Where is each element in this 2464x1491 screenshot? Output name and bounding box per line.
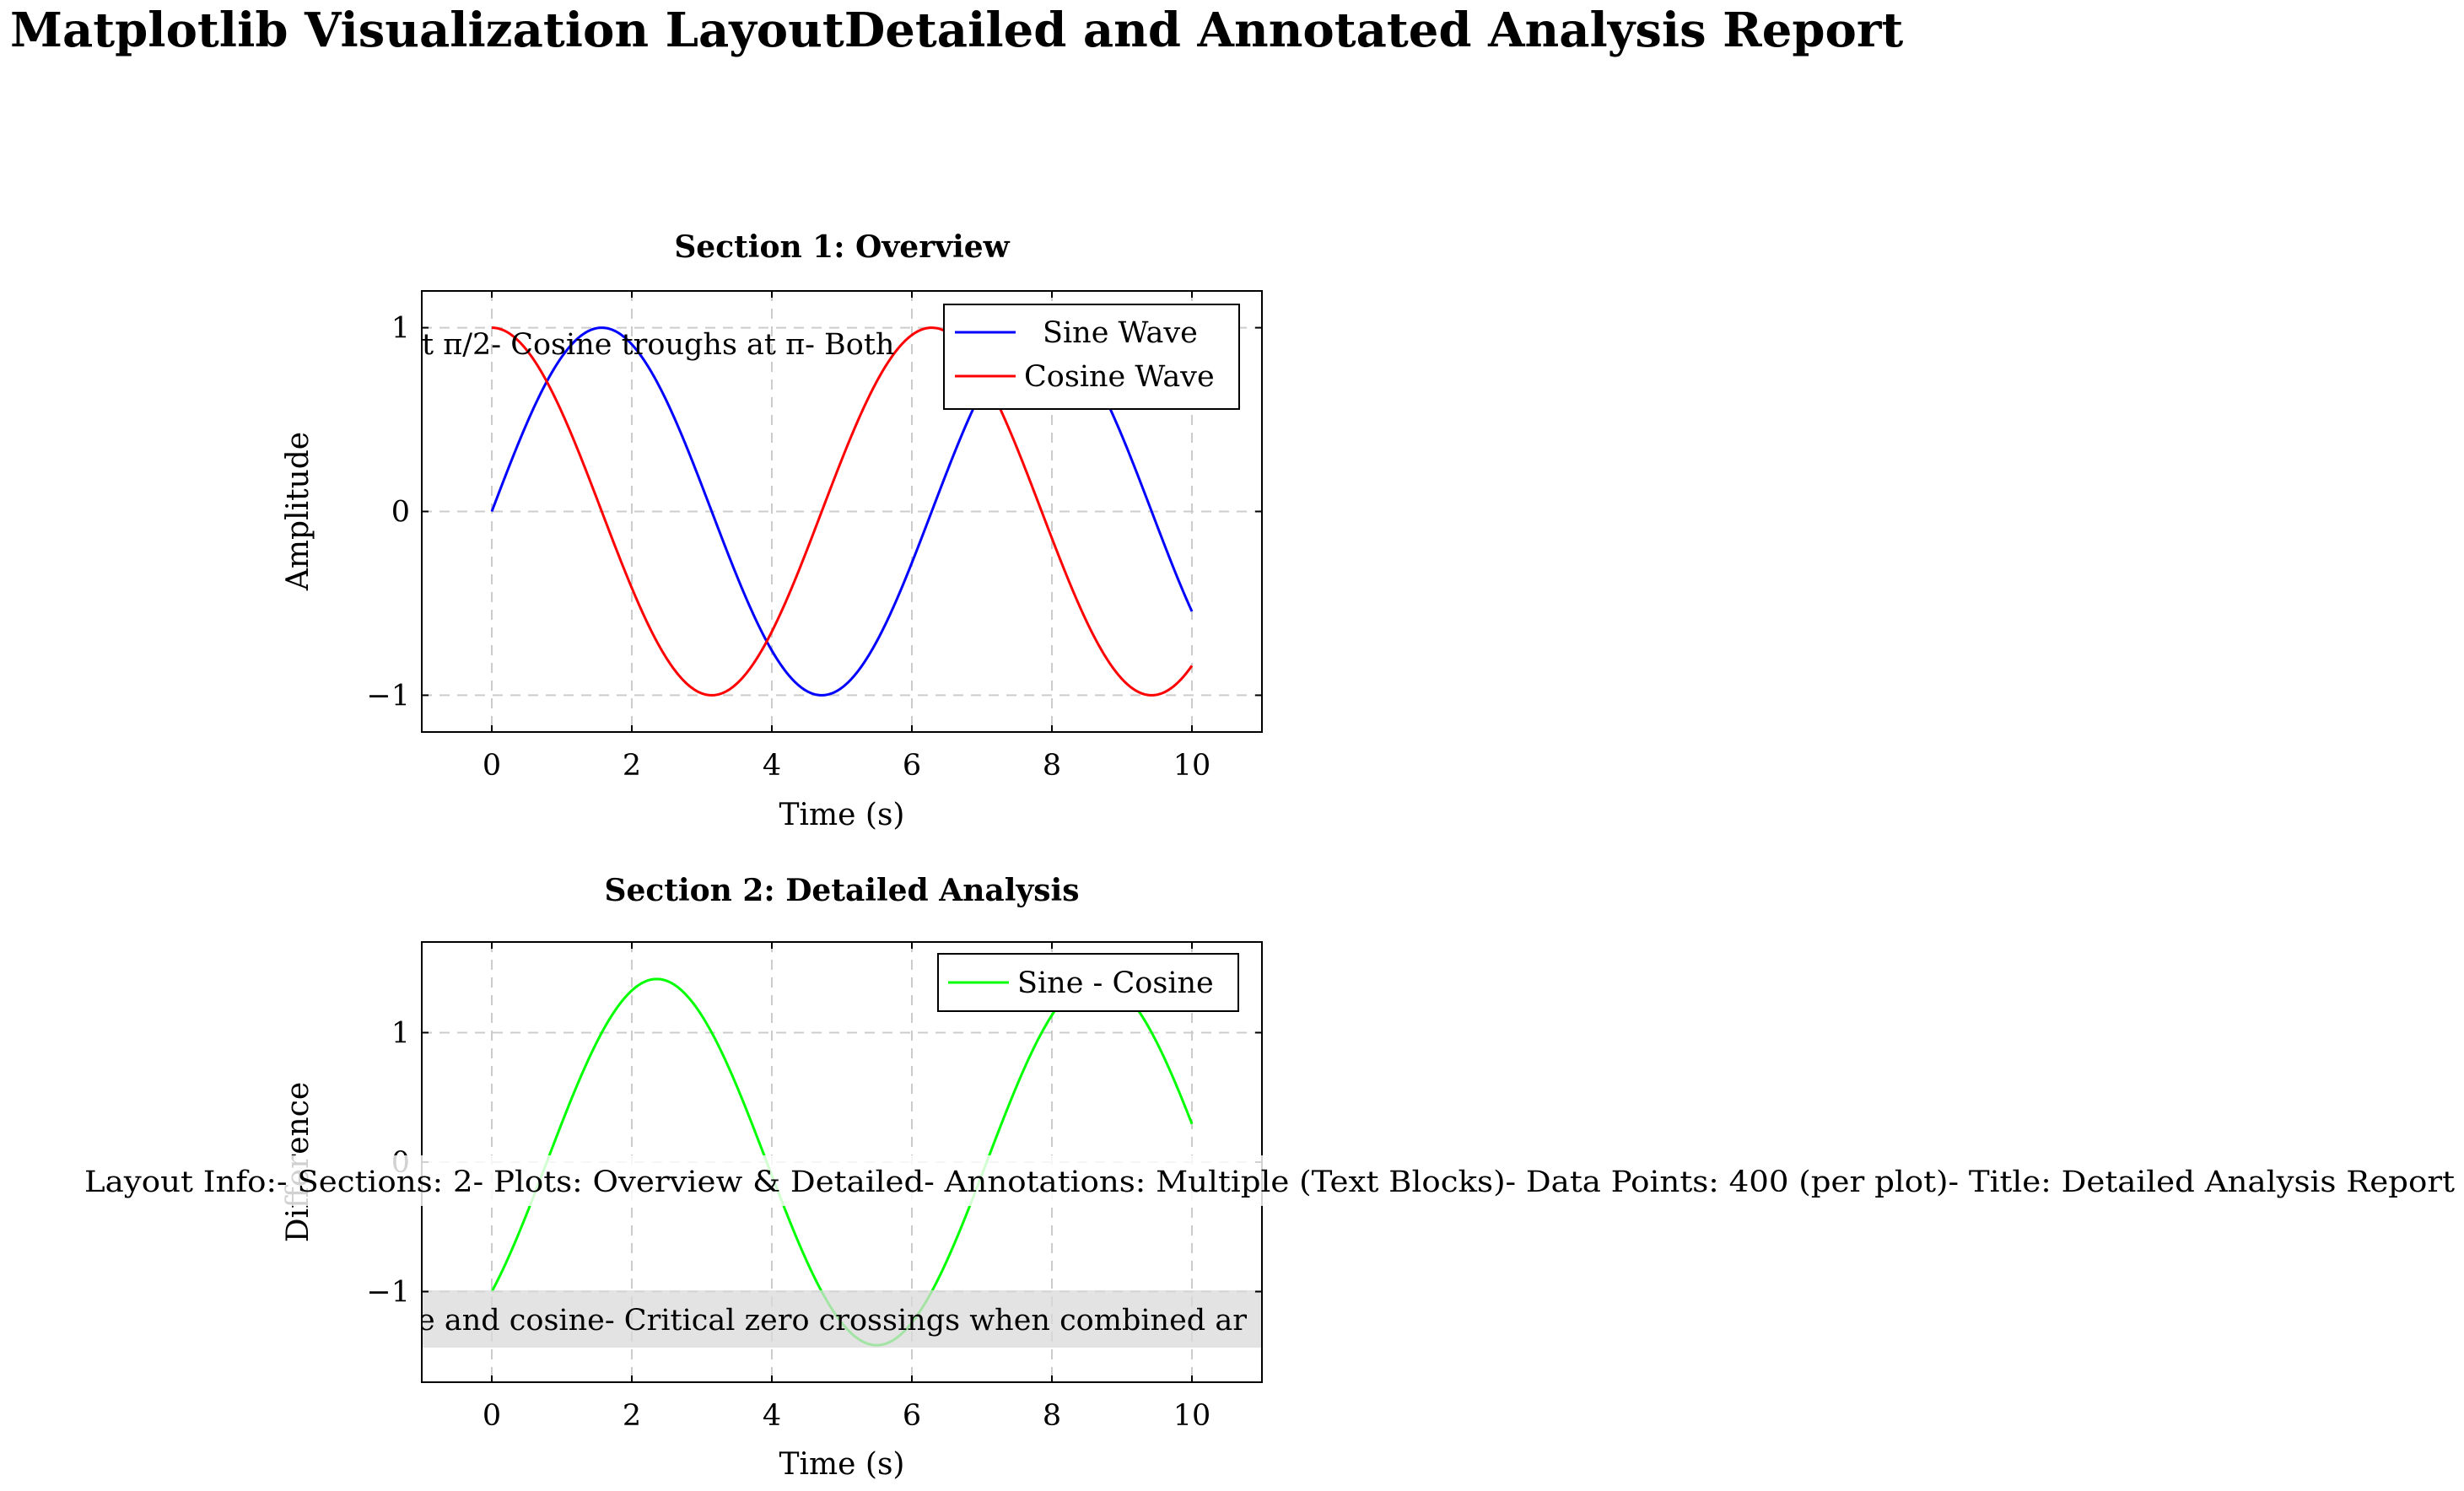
overview-x-tick-label: 4 — [763, 749, 781, 783]
overview-legend-label-sine: Sine Wave — [1043, 316, 1198, 350]
overview-annotation-text: t π/2- Cosine troughs at π- Both — [422, 328, 894, 362]
detail-legend: Sine - Cosine — [937, 953, 1239, 1012]
detail-annotation-text: e and cosine- Critical zero crossings wh… — [418, 1304, 1247, 1338]
overview-legend-label-cosine: Cosine Wave — [1024, 360, 1215, 394]
overview-series-line-1 — [491, 326, 1194, 697]
layout-info-block: Layout Info:- Sections: 2- Plots: Overvi… — [80, 1155, 2459, 1206]
overview-chart: Section 1: Overview t π/2- Cosine trough… — [281, 229, 1263, 832]
overview-x-tick-label: 10 — [1173, 749, 1211, 783]
detail-x-tick-label: 0 — [483, 1399, 501, 1433]
detail-x-tick-label: 6 — [903, 1399, 921, 1433]
detail-annotation-block: e and cosine- Critical zero crossings wh… — [418, 1290, 1262, 1348]
overview-x-tick-label: 6 — [903, 749, 921, 783]
detail-x-tick-label: 2 — [623, 1399, 641, 1433]
overview-y-tick-label: 1 — [391, 312, 410, 346]
page-title: Matplotlib Visualization LayoutDetailed … — [10, 3, 1904, 58]
overview-x-tick-label: 8 — [1043, 749, 1061, 783]
detail-x-tick-label: 4 — [763, 1399, 781, 1433]
overview-x-tick-label: 2 — [623, 749, 641, 783]
detail-chart-title: Section 2: Detailed Analysis — [605, 873, 1080, 908]
layout-info-background — [80, 1155, 2459, 1206]
overview-y-label: Amplitude — [281, 432, 315, 591]
detail-y-tick-label: −1 — [366, 1276, 410, 1310]
overview-x-label: Time (s) — [779, 798, 905, 832]
overview-annotation-block: t π/2- Cosine troughs at π- Both — [422, 328, 894, 362]
detail-x-tick-label: 8 — [1043, 1399, 1061, 1433]
layout-info-text: Layout Info:- Sections: 2- Plots: Overvi… — [84, 1165, 2455, 1199]
detail-y-tick-label: 1 — [391, 1016, 410, 1050]
overview-legend-box — [943, 304, 1240, 410]
overview-y-tick-label: −1 — [366, 679, 410, 713]
overview-ticks: 0 2 4 6 8 10 −1 0 1 — [366, 291, 1262, 783]
overview-y-tick-label: 0 — [391, 496, 410, 530]
overview-chart-title: Section 1: Overview — [674, 229, 1010, 265]
overview-legend: Sine Wave Cosine Wave — [943, 304, 1240, 410]
detail-annotation-background — [422, 1290, 1262, 1348]
overview-x-tick-label: 0 — [483, 749, 501, 783]
detail-x-tick-label: 10 — [1173, 1399, 1211, 1433]
detail-x-label: Time (s) — [779, 1447, 905, 1482]
detail-legend-label-diff: Sine - Cosine — [1017, 966, 1214, 1000]
